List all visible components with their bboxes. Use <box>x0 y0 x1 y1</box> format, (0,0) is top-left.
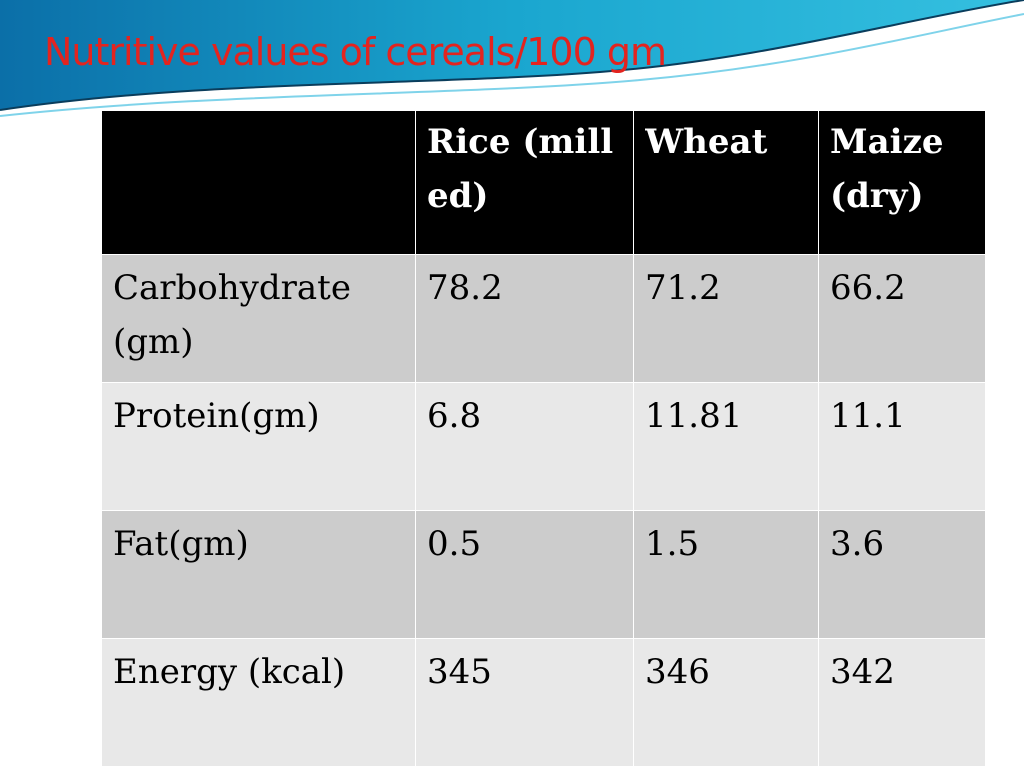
slide-title: Nutritive values of cereals/100 gm <box>44 30 667 74</box>
column-header: Maize (dry) <box>818 110 986 255</box>
value-cell: 0.5 <box>415 510 634 639</box>
value-cell: 346 <box>633 638 819 767</box>
table-row: Energy (kcal) 345 346 342 <box>101 638 986 767</box>
row-label: Protein(gm) <box>101 382 416 511</box>
row-label: Fat(gm) <box>101 510 416 639</box>
column-header: Rice (milled) <box>415 110 634 255</box>
value-cell: 78.2 <box>415 254 634 383</box>
value-cell: 66.2 <box>818 254 986 383</box>
row-label: Carbohydrate (gm) <box>101 254 416 383</box>
corner-cell <box>101 110 416 255</box>
column-header-text: Rice (milled) <box>427 122 614 216</box>
value-cell: 11.81 <box>633 382 819 511</box>
value-cell: 6.8 <box>415 382 634 511</box>
column-header: Wheat <box>633 110 819 255</box>
value-cell: 342 <box>818 638 986 767</box>
value-cell: 3.6 <box>818 510 986 639</box>
value-cell: 345 <box>415 638 634 767</box>
column-header-text: Maize (dry) <box>830 122 944 216</box>
value-cell: 1.5 <box>633 510 819 639</box>
column-header-text: Wheat <box>645 122 768 162</box>
table-row: Carbohydrate (gm) 78.2 71.2 66.2 <box>101 254 986 383</box>
table-row: Protein(gm) 6.8 11.81 11.1 <box>101 382 986 511</box>
header-wave <box>0 0 1024 117</box>
value-cell: 71.2 <box>633 254 819 383</box>
row-label: Energy (kcal) <box>101 638 416 767</box>
nutrition-table: Rice (milled) Wheat Maize (dry) Carbohyd… <box>101 110 986 767</box>
header-row: Rice (milled) Wheat Maize (dry) <box>101 110 986 255</box>
table-row: Fat(gm) 0.5 1.5 3.6 <box>101 510 986 639</box>
value-cell: 11.1 <box>818 382 986 511</box>
